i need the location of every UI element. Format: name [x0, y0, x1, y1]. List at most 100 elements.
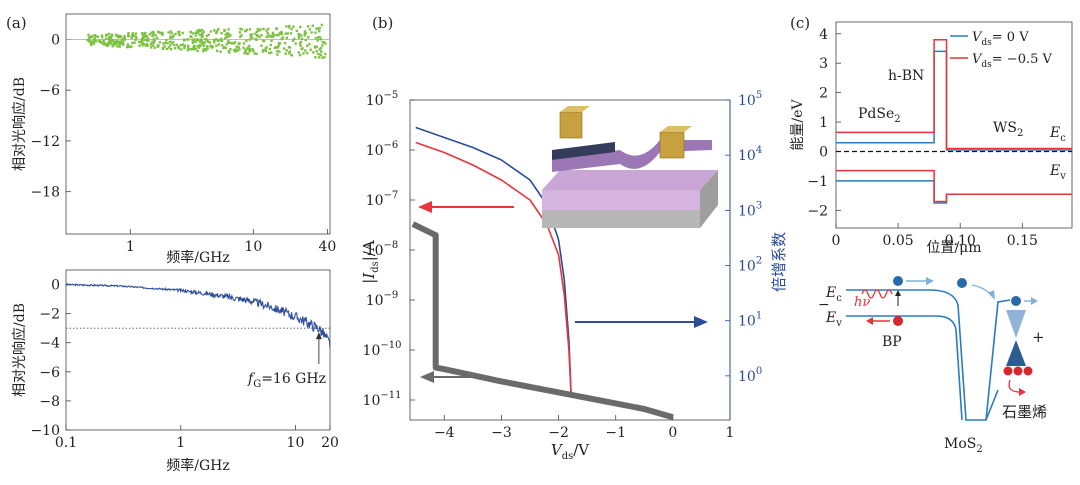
scatter-point: [319, 38, 323, 41]
scatter-point: [169, 35, 172, 38]
scatter-point: [230, 41, 233, 45]
scatter-point: [295, 29, 299, 33]
scatter-point: [316, 39, 319, 42]
scatter-point: [189, 48, 192, 51]
scatter-point: [239, 35, 242, 38]
y-tick-label: 0: [51, 32, 60, 48]
scatter-point: [283, 47, 286, 50]
chart-a-top: 1 10 40 0 −6 −12 −18 频率/GHz 相对光响应/dB: [11, 13, 336, 266]
scatter-point: [144, 44, 148, 47]
scatter-point: [100, 35, 104, 39]
scatter-point: [204, 37, 207, 41]
scatter-point: [224, 33, 227, 36]
hole-4: [1023, 366, 1033, 376]
scatter-point: [264, 47, 267, 50]
legend-label-0v: Vds= 0 V: [972, 30, 1029, 48]
scatter-point: [116, 45, 119, 48]
scatter-point: [152, 41, 156, 44]
scatter-point: [220, 39, 224, 43]
scatter-point: [284, 32, 287, 35]
scatter-point: [170, 32, 173, 35]
scatter-point: [289, 32, 293, 35]
scatter-point: [297, 33, 300, 36]
scatter-point: [208, 41, 212, 44]
scatter-point: [130, 36, 133, 40]
scatter-point: [100, 41, 103, 44]
scatter-point: [172, 34, 175, 38]
scatter-point: [89, 40, 92, 43]
scatter-point: [103, 42, 106, 45]
scatter-point: [254, 32, 257, 35]
scatter-point: [229, 34, 232, 37]
chart-a-top-frame: [65, 13, 331, 235]
scatter-point: [240, 34, 243, 37]
scatter-point: [161, 46, 165, 50]
scatter-point: [198, 33, 201, 36]
scatter-point: [119, 42, 122, 45]
scatter-point: [283, 41, 287, 45]
band-diagram-mos2-edge: [985, 389, 999, 421]
scatter-point: [246, 47, 249, 50]
scatter-point: [128, 45, 132, 48]
scatter-point: [217, 28, 220, 31]
scatter-point: [206, 38, 209, 42]
band-diagram-graphene-label: 石墨烯: [1002, 403, 1047, 421]
scatter-point: [287, 26, 291, 29]
scatter-point: [142, 32, 146, 35]
scatter-point: [248, 50, 252, 53]
scatter-point: [226, 31, 229, 35]
scatter-point: [315, 27, 318, 30]
scatter-point: [98, 40, 102, 43]
scatter-point: [196, 44, 199, 48]
scatter-point: [145, 43, 149, 46]
scatter-point: [169, 30, 173, 33]
hole-return-arrowhead: [1019, 388, 1026, 396]
scatter-point: [130, 45, 133, 48]
arrow-blue-right: [575, 316, 708, 328]
scatter-point: [232, 42, 236, 45]
scatter-point: [275, 50, 279, 53]
band-diagram-bp-label: BP: [882, 334, 902, 350]
scatter-point: [304, 49, 307, 52]
scatter-point: [261, 50, 264, 53]
scatter-point: [234, 48, 238, 51]
chart-c-hbn-label: h-BN: [888, 68, 924, 84]
scatter-point: [138, 40, 141, 43]
scatter-point: [303, 30, 307, 33]
scatter-point: [223, 29, 227, 32]
x-tick-label: 0.05: [883, 233, 914, 249]
scatter-point: [198, 40, 202, 43]
scatter-point: [267, 27, 270, 31]
scatter-point: [278, 50, 281, 53]
photon-wave: [861, 289, 893, 299]
scatter-point: [308, 42, 311, 46]
chart-a-bottom: 0.1 1 10 20 0 −2 −4 −6 −8 −10 fG=16 GHz 频率/GHz 相对…: [11, 269, 339, 474]
y-tick-label-right: 103: [738, 200, 762, 219]
scatter-point: [131, 41, 134, 45]
chart-c-ylabel: 能量/eV: [790, 99, 806, 151]
scatter-point: [202, 43, 205, 46]
scatter-point: [144, 38, 147, 41]
x-tick-label: 20: [321, 435, 339, 451]
scatter-point: [227, 40, 230, 43]
scatter-point: [134, 38, 137, 41]
arrow-gray-left: [420, 371, 486, 383]
scatter-point: [249, 35, 253, 39]
x-tick-label: 1: [726, 425, 735, 441]
scatter-point: [314, 31, 317, 34]
y-tick-label: 0: [51, 278, 60, 294]
scatter-point: [276, 53, 279, 56]
scatter-point: [313, 45, 317, 48]
scatter-point: [245, 28, 249, 32]
scatter-point: [256, 28, 260, 31]
scatter-point: [229, 48, 232, 51]
scatter-point: [299, 40, 303, 44]
chart-a-top-xlabel: 频率/GHz: [166, 249, 230, 266]
scatter-point: [149, 43, 153, 46]
x-tick-label: 1: [126, 239, 135, 255]
y-tick-label-right: 100: [738, 366, 762, 385]
scatter-point: [152, 39, 155, 42]
scatter-point: [323, 56, 326, 59]
hole-2: [1003, 366, 1013, 376]
hole-1: [893, 316, 903, 326]
